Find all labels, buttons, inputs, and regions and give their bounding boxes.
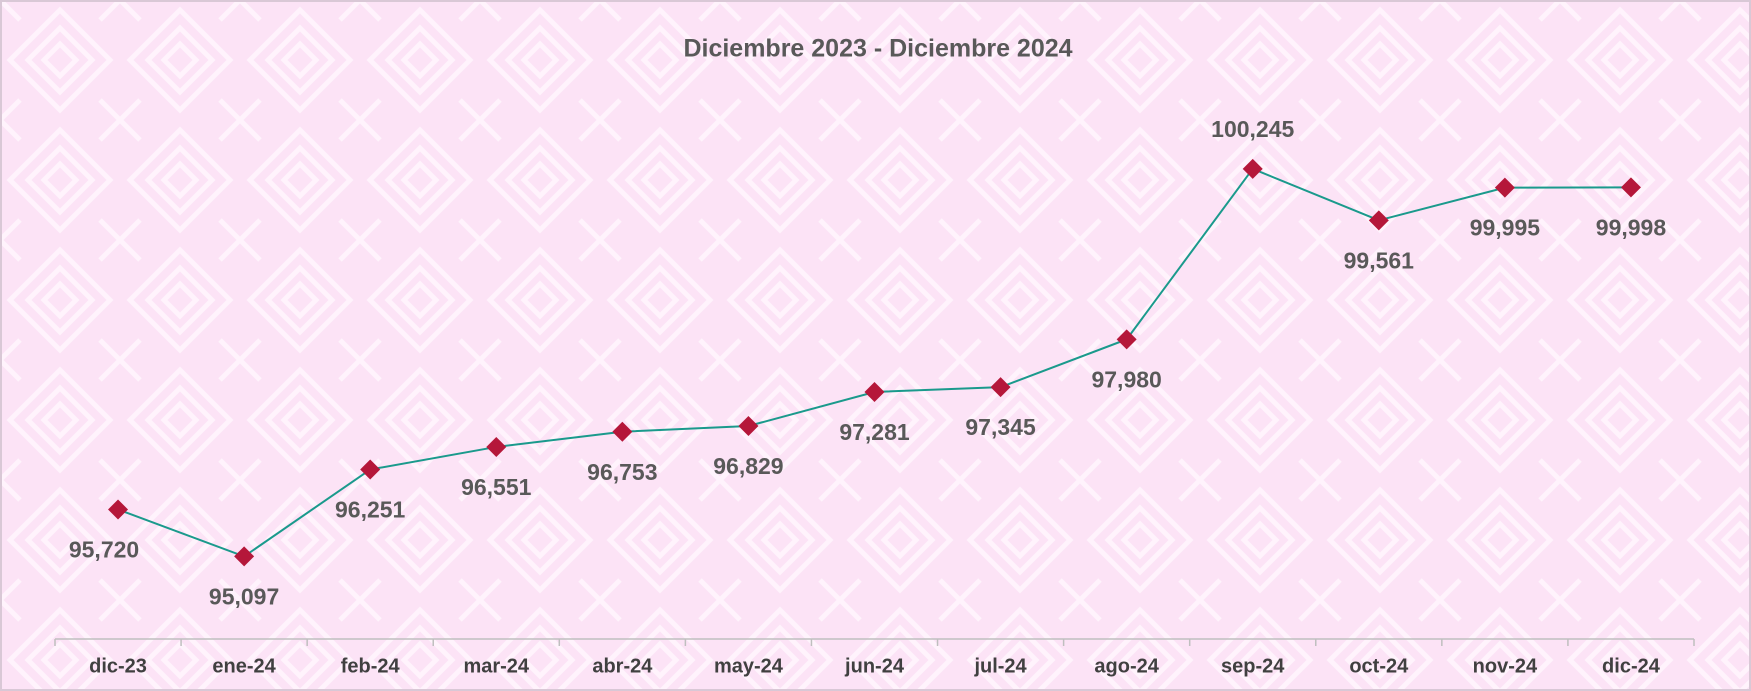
data-label: 99,998 bbox=[1596, 215, 1667, 241]
marker bbox=[990, 377, 1011, 398]
data-label: 95,720 bbox=[69, 537, 139, 563]
chart-title: Diciembre 2023 - Diciembre 2024 bbox=[683, 35, 1072, 63]
marker bbox=[1116, 329, 1137, 350]
marker bbox=[360, 459, 381, 480]
data-label: 97,345 bbox=[965, 414, 1036, 440]
marker bbox=[108, 499, 129, 520]
marker bbox=[738, 416, 759, 437]
x-tick-label: nov-24 bbox=[1473, 655, 1538, 677]
x-tick-label: jun-24 bbox=[844, 655, 905, 677]
marker bbox=[864, 381, 885, 402]
marker bbox=[486, 436, 507, 457]
data-label: 96,753 bbox=[587, 459, 657, 485]
x-tick-label: oct-24 bbox=[1349, 655, 1409, 677]
x-tick-label: dic-24 bbox=[1602, 655, 1661, 677]
data-label: 97,980 bbox=[1091, 366, 1161, 392]
data-label: 96,551 bbox=[461, 474, 532, 500]
x-tick-label: mar-24 bbox=[463, 655, 529, 677]
data-label: 96,251 bbox=[335, 497, 406, 523]
marker bbox=[1620, 177, 1641, 198]
x-tick-label: abr-24 bbox=[592, 655, 653, 677]
data-label: 95,097 bbox=[209, 583, 279, 609]
marker bbox=[234, 546, 255, 567]
x-tick-label: feb-24 bbox=[341, 655, 401, 677]
x-tick-label: ene-24 bbox=[212, 655, 276, 677]
data-label: 99,561 bbox=[1344, 247, 1415, 273]
x-tick-label: sep-24 bbox=[1221, 655, 1285, 677]
data-label: 96,829 bbox=[713, 453, 783, 479]
x-tick-label: jul-24 bbox=[973, 655, 1027, 677]
marker bbox=[1494, 177, 1515, 198]
x-tick-label: dic-23 bbox=[89, 655, 147, 677]
marker bbox=[612, 421, 633, 442]
data-label: 97,281 bbox=[839, 419, 910, 445]
marker bbox=[1368, 210, 1389, 231]
x-tick-label: ago-24 bbox=[1094, 655, 1159, 677]
x-tick-label: may-24 bbox=[714, 655, 784, 677]
data-label: 99,995 bbox=[1470, 215, 1541, 241]
data-label: 100,245 bbox=[1211, 116, 1294, 142]
marker bbox=[1242, 158, 1263, 179]
